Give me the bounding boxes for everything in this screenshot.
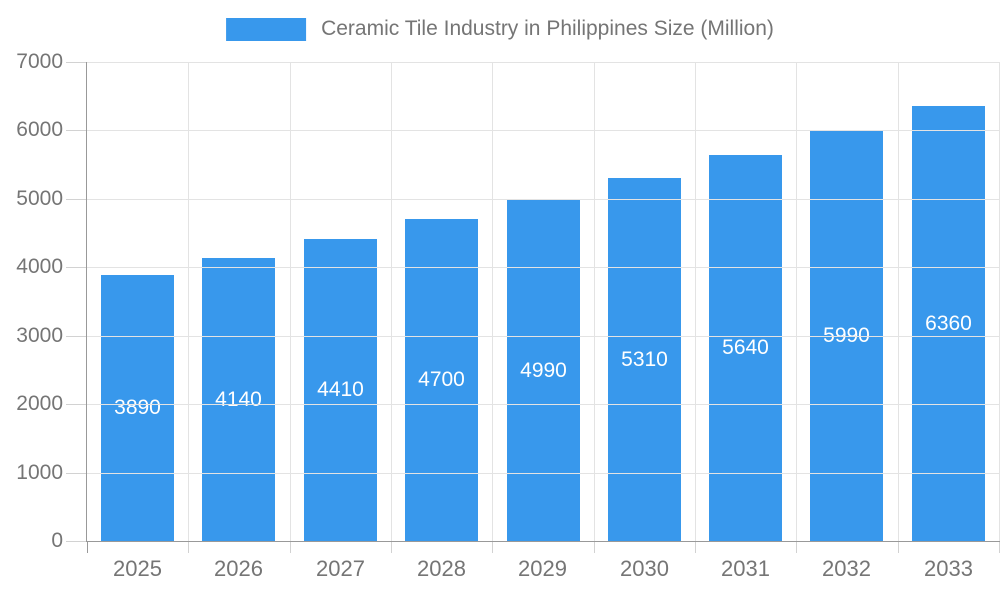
x-axis-label: 2027 xyxy=(316,556,365,581)
bar-2029[interactable]: 4990 xyxy=(507,200,580,541)
x-axis-tick xyxy=(594,541,595,553)
x-axis-tick xyxy=(188,541,189,553)
chart-legend[interactable]: Ceramic Tile Industry in Philippines Siz… xyxy=(226,17,774,41)
y-axis-tick xyxy=(66,541,87,542)
gridline-vertical xyxy=(391,62,392,541)
bar-value-label: 4140 xyxy=(215,387,262,411)
bar-value-label: 5640 xyxy=(722,336,769,359)
bar-2026[interactable]: 4140 xyxy=(202,258,275,541)
gridline-horizontal xyxy=(87,335,999,337)
x-axis-label: 2033 xyxy=(924,556,973,581)
bar-2025[interactable]: 3890 xyxy=(101,275,174,541)
gridline-horizontal xyxy=(87,267,999,269)
gridline-vertical xyxy=(188,62,189,541)
x-axis-label: 2025 xyxy=(113,556,162,581)
bar-value-label: 4990 xyxy=(520,358,567,382)
bar-2031[interactable]: 5640 xyxy=(709,155,782,541)
legend-label: Ceramic Tile Industry in Philippines Siz… xyxy=(321,17,774,40)
bar-value-label: 3890 xyxy=(114,396,161,419)
gridline-vertical xyxy=(796,62,797,541)
x-axis-tick xyxy=(796,541,797,553)
x-axis-tick xyxy=(695,541,696,553)
bar-value-label: 4410 xyxy=(317,378,364,401)
gridline-horizontal xyxy=(87,198,999,200)
gridline-vertical xyxy=(695,62,696,541)
y-axis-label: 5000 xyxy=(16,186,63,210)
y-axis-tick xyxy=(66,267,87,269)
legend-swatch-icon xyxy=(226,17,307,41)
x-axis-label: 2032 xyxy=(822,556,871,581)
bar-2027[interactable]: 4410 xyxy=(304,239,377,541)
bar-value-label: 6360 xyxy=(925,311,972,335)
y-axis-tick xyxy=(66,404,87,406)
y-axis-label: 4000 xyxy=(16,255,63,279)
gridline-vertical xyxy=(594,62,595,541)
x-axis-tick xyxy=(492,541,493,553)
y-axis-label: 0 xyxy=(51,529,63,552)
gridline-vertical xyxy=(898,62,899,541)
y-axis-tick xyxy=(66,130,87,132)
gridline-horizontal xyxy=(87,130,999,132)
gridline-vertical xyxy=(290,62,291,541)
gridline-horizontal xyxy=(87,472,999,474)
x-axis-label: 2029 xyxy=(518,556,567,581)
bar-value-label: 4700 xyxy=(418,368,465,391)
x-axis-line xyxy=(86,541,1000,542)
bar-value-label: 5990 xyxy=(823,324,870,347)
x-axis-tick xyxy=(290,541,291,553)
y-axis-tick xyxy=(66,335,87,337)
bar-2028[interactable]: 4700 xyxy=(405,219,478,541)
y-axis-label: 3000 xyxy=(16,323,63,347)
x-axis-tick xyxy=(87,541,88,553)
y-axis-line xyxy=(86,62,87,542)
x-axis-label: 2028 xyxy=(417,556,466,581)
x-axis-label: 2026 xyxy=(214,556,263,581)
gridline-horizontal xyxy=(87,404,999,406)
bar-2033[interactable]: 6360 xyxy=(912,106,985,541)
y-axis-label: 1000 xyxy=(16,460,63,484)
y-axis-label: 7000 xyxy=(16,50,63,73)
y-axis-tick xyxy=(66,198,87,200)
bar-value-label: 5310 xyxy=(621,347,668,371)
gridline-horizontal xyxy=(87,62,999,63)
x-axis-tick xyxy=(391,541,392,553)
y-axis-label: 2000 xyxy=(16,392,63,416)
y-axis-label: 6000 xyxy=(16,118,63,142)
y-axis-tick xyxy=(66,62,87,63)
x-axis-label: 2031 xyxy=(721,556,770,581)
gridline-vertical xyxy=(492,62,493,541)
x-axis-label: 2030 xyxy=(620,556,669,581)
x-axis-tick xyxy=(898,541,899,553)
y-axis-tick xyxy=(66,472,87,474)
bar-2030[interactable]: 5310 xyxy=(608,178,681,541)
